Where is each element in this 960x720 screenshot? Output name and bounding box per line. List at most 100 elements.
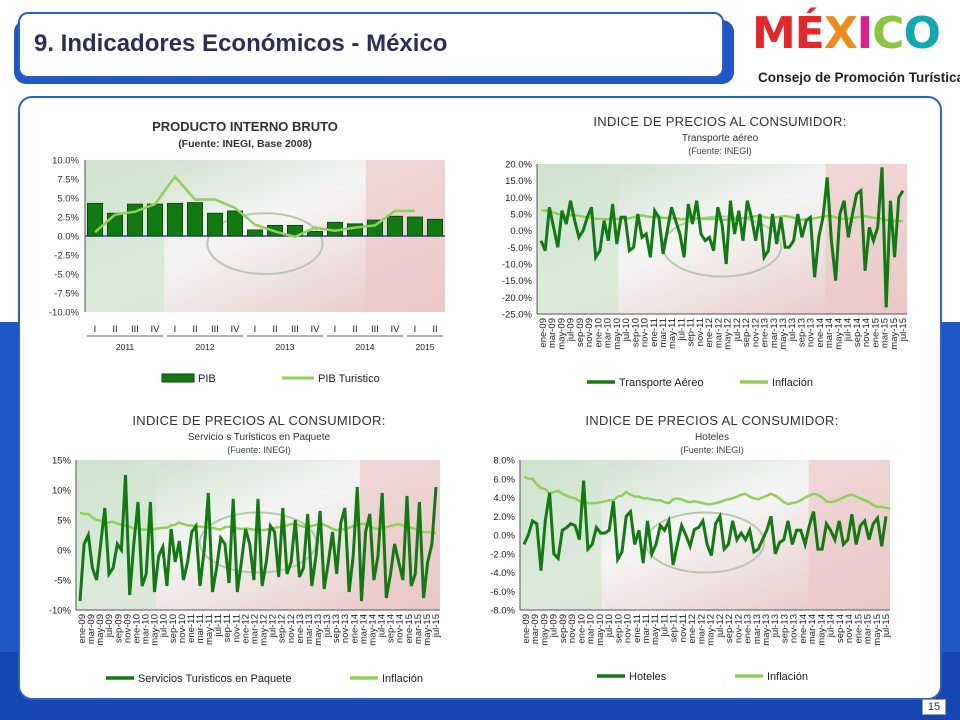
- y-tick-label: 0.0%: [57, 232, 79, 243]
- x-tick-label: nov-11: [231, 614, 242, 642]
- x-tick-label: III: [371, 324, 379, 335]
- x-tick-label: nov-13: [806, 318, 817, 347]
- x-tick-label: mar-13: [769, 318, 780, 348]
- x-tick-label: jul-11: [213, 614, 224, 638]
- title-box: 9. Indicadores Económicos - México: [18, 12, 724, 78]
- x-tick-label: nov-12: [733, 614, 744, 643]
- pib-bar: [426, 218, 443, 237]
- y-tick-label: 2.0%: [493, 512, 515, 523]
- y-tick-label: -10%: [49, 606, 72, 617]
- y-tick-label: 10%: [52, 486, 72, 497]
- pib-bar: [386, 215, 403, 237]
- legend-label: PIB Turistico: [318, 373, 380, 385]
- y-tick-label: 10.0%: [52, 156, 79, 167]
- x-tick-label: mar-09: [86, 614, 97, 644]
- x-tick-label: may-11: [667, 318, 678, 349]
- x-tick-label: mar-11: [641, 614, 652, 643]
- x-tick-label: IV: [311, 324, 321, 335]
- x-tick-label: may-13: [313, 614, 324, 646]
- year-label: 2011: [116, 342, 135, 352]
- x-tick-label: ene-12: [240, 614, 251, 644]
- pib-bar: [246, 229, 263, 237]
- x-tick-label: III: [131, 324, 139, 335]
- x-tick-label: may-15: [872, 614, 883, 646]
- x-tick-label: sep-10: [630, 318, 641, 347]
- x-tick-label: sep-10: [613, 614, 624, 643]
- series-line: [78, 474, 438, 602]
- x-tick-label: sep-09: [575, 318, 586, 347]
- chart-title: INDICE DE PRECIOS AL CONSUMIDOR:: [593, 114, 846, 129]
- chart-subtitle: Servicio s Turisticos en Paquete: [188, 432, 331, 443]
- x-tick-label: ene-12: [704, 318, 715, 348]
- x-tick-label: jul-13: [322, 614, 333, 638]
- x-tick-label: I: [254, 324, 257, 335]
- pib-bar: [406, 216, 423, 237]
- x-tick-label: I: [94, 324, 97, 335]
- x-tick-label: I: [414, 324, 417, 335]
- chart-source: (Fuente: INEGI): [688, 146, 752, 156]
- x-tick-label: jul-12: [715, 614, 726, 638]
- pib-bar: [147, 203, 164, 237]
- x-tick-label: sep-12: [277, 614, 288, 643]
- x-tick-label: may-14: [367, 614, 378, 646]
- legend-label: Inflación: [382, 673, 423, 685]
- x-tick-label: nov-13: [789, 614, 800, 643]
- x-tick-label: mar-11: [195, 614, 206, 643]
- y-tick-label: 0%: [57, 546, 71, 557]
- x-tick-label: jul-14: [377, 614, 388, 638]
- x-tick-label: jul-15: [898, 318, 909, 342]
- legend-swatch-pib: [161, 373, 195, 383]
- x-tick-label: nov-09: [567, 614, 578, 643]
- x-tick-label: mar-11: [658, 318, 669, 347]
- y-tick-label: 5%: [57, 516, 71, 527]
- chart-title: PRODUCTO INTERNO BRUTO: [152, 119, 338, 134]
- x-tick-label: sep-14: [386, 614, 397, 643]
- x-tick-label: jul-14: [843, 318, 854, 342]
- x-tick-label: nov-10: [640, 318, 651, 347]
- y-tick-label: -4.0%: [490, 568, 515, 579]
- legend-label: Servicios Turisticos en Paquete: [138, 673, 291, 685]
- x-tick-label: mar-15: [413, 614, 424, 644]
- x-tick-label: mar-09: [530, 614, 541, 644]
- x-tick-label: II: [112, 324, 117, 335]
- x-tick-label: jul-09: [566, 318, 577, 342]
- x-tick-label: ene-11: [649, 318, 660, 347]
- x-tick-label: jul-11: [659, 614, 670, 638]
- y-tick-label: 5.0%: [510, 210, 532, 221]
- y-tick-label: 5.0%: [57, 194, 79, 205]
- x-tick-label: may-15: [889, 318, 900, 350]
- x-tick-label: may-11: [204, 614, 215, 645]
- x-tick-label: I: [334, 324, 337, 335]
- x-tick-label: jul-14: [826, 614, 837, 638]
- x-tick-label: IV: [231, 324, 241, 335]
- charts-panel: PRODUCTO INTERNO BRUTO (Fuente: INEGI, Ba…: [18, 96, 942, 700]
- x-tick-label: jul-13: [770, 614, 781, 638]
- x-tick-label: jul-09: [549, 614, 560, 638]
- x-tick-label: jul-12: [732, 318, 743, 342]
- year-label: 2012: [196, 342, 215, 352]
- y-tick-label: -5.0%: [54, 270, 79, 281]
- logo-letter: X: [823, 8, 858, 59]
- chart-subtitle: Hoteles: [695, 432, 729, 443]
- x-tick-label: may-14: [833, 318, 844, 350]
- x-tick-label: mar-13: [752, 614, 763, 644]
- x-tick-label: ene-13: [760, 318, 771, 348]
- y-tick-label: -8.0%: [490, 606, 515, 617]
- legend-label: PIB: [198, 373, 216, 385]
- x-tick-label: mar-10: [141, 614, 152, 644]
- y-tick-label: 0.0%: [493, 531, 515, 542]
- legend-label: Inflación: [772, 377, 813, 389]
- y-tick-label: -15.0%: [502, 276, 533, 287]
- x-tick-label: sep-12: [741, 318, 752, 347]
- chart-title: INDICE DE PRECIOS AL CONSUMIDOR:: [132, 413, 385, 428]
- pib-bar: [186, 202, 203, 237]
- x-tick-label: sep-14: [835, 614, 846, 643]
- x-tick-label: may-15: [422, 614, 433, 646]
- x-tick-label: mar-14: [358, 614, 369, 644]
- x-tick-label: mar-12: [249, 614, 260, 644]
- x-tick-label: nov-13: [340, 614, 351, 643]
- page-number: 15: [922, 699, 946, 715]
- x-tick-label: ene-15: [404, 614, 415, 644]
- x-tick-label: sep-13: [331, 614, 342, 643]
- x-tick-label: nov-11: [695, 318, 706, 346]
